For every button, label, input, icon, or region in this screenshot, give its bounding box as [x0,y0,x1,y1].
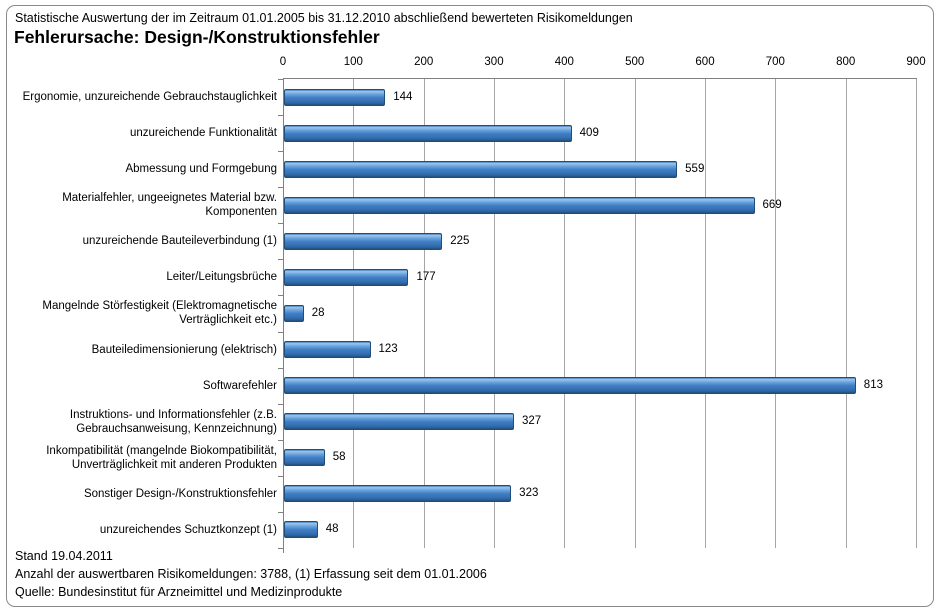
bar-value-label: 323 [519,487,539,500]
x-tick-label: 500 [625,56,645,68]
x-tick-label: 900 [906,56,926,68]
category-tick [278,511,283,513]
category-label: Mangelnde Störfestigkeit (Elektromagneti… [42,300,277,327]
gridline [634,79,636,548]
gridline [845,79,847,548]
value-axis-line [283,78,917,79]
footer-stand-date: Stand 19.04.2011 [15,549,113,563]
category-label: Bauteiledimensionierung (elektrisch) [91,343,277,356]
bar-value-label: 225 [450,234,470,247]
bar-value-label: 48 [325,523,339,536]
category-label: unzureichende Funktionalität [129,127,277,140]
category-label: Sonstiger Design-/Konstruktionsfehler [83,487,277,500]
bar [284,88,386,106]
x-tick-label: 600 [695,56,715,68]
category-label: Materialfehler, ungeeignetes Material bz… [62,192,277,219]
bar [284,413,514,431]
category-label: Inkompatibilität (mangelnde Biokompatibi… [46,444,277,471]
x-tick-label: 700 [765,56,785,68]
bar-value-label: 144 [393,90,413,103]
bar-value-label: 327 [521,415,542,428]
category-tick [278,475,283,477]
category-tick [278,223,283,225]
bar [284,377,856,395]
category-tick [278,187,283,189]
chart-area-border [6,5,934,607]
category-tick [278,331,283,333]
bar [284,305,304,322]
category-axis-line [283,79,284,553]
bar-value-label: 177 [416,270,436,283]
bar-value-label: 28 [311,307,325,319]
x-tick-label: 0 [279,56,287,68]
category-tick [278,259,283,261]
bar [284,485,512,503]
category-label: Leiter/Leitungsbrüche [166,271,277,284]
category-label: Abmessung und Formgebung [125,163,277,176]
category-tick [278,115,283,117]
bar [284,341,371,359]
bar [284,160,678,178]
bar [284,196,755,214]
gridline [494,79,495,548]
category-tick [278,548,283,549]
gridline [353,79,355,548]
bar-value-label: 123 [378,343,398,356]
x-tick-label: 200 [414,56,434,68]
gridline [775,79,777,548]
bar [284,521,318,539]
bar [284,268,409,286]
bar [284,232,443,250]
bar-value-label: 58 [332,451,346,464]
x-tick-label: 100 [343,56,363,68]
bar [284,124,572,142]
chart-subtitle: Statistische Auswertung der im Zeitraum … [15,11,633,25]
category-tick [278,151,283,153]
bar-value-label: 813 [863,379,883,392]
category-label: Softwarefehler [202,379,277,392]
category-tick [278,439,283,441]
category-label: Instruktions- und Informationsfehler (z.… [69,408,277,435]
bar-value-label: 669 [762,198,782,211]
x-tick-label: 800 [836,56,856,68]
category-tick [278,403,283,405]
gridline [705,79,706,548]
bar-value-label: 559 [685,162,705,175]
footer-report-count: Anzahl der auswertbaren Risikomeldungen:… [15,567,487,581]
bar-value-label: 409 [579,126,599,139]
gridline [423,79,425,548]
category-label: unzureichendes Schuztkonzept (1) [99,523,277,536]
x-tick-label: 300 [484,56,504,68]
category-label: unzureichende Bauteileverbindung (1) [82,235,277,248]
x-tick-label: 400 [554,56,574,68]
category-label: Ergonomie, unzureichende Gebrauchstaugli… [22,91,277,104]
chart-title: Fehlerursache: Design-/Konstruktionsfehl… [14,27,380,47]
bar [284,449,325,467]
category-tick [278,295,283,297]
footer-source: Quelle: Bundesinstitut für Arzneimittel … [15,585,343,599]
category-tick [278,367,283,369]
category-tick [278,79,283,80]
gridline [916,79,917,548]
gridline [564,79,566,548]
